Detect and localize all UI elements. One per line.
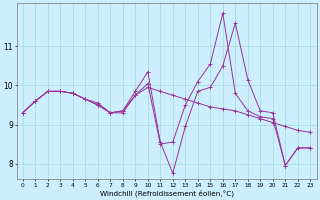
- X-axis label: Windchill (Refroidissement éolien,°C): Windchill (Refroidissement éolien,°C): [100, 189, 234, 197]
